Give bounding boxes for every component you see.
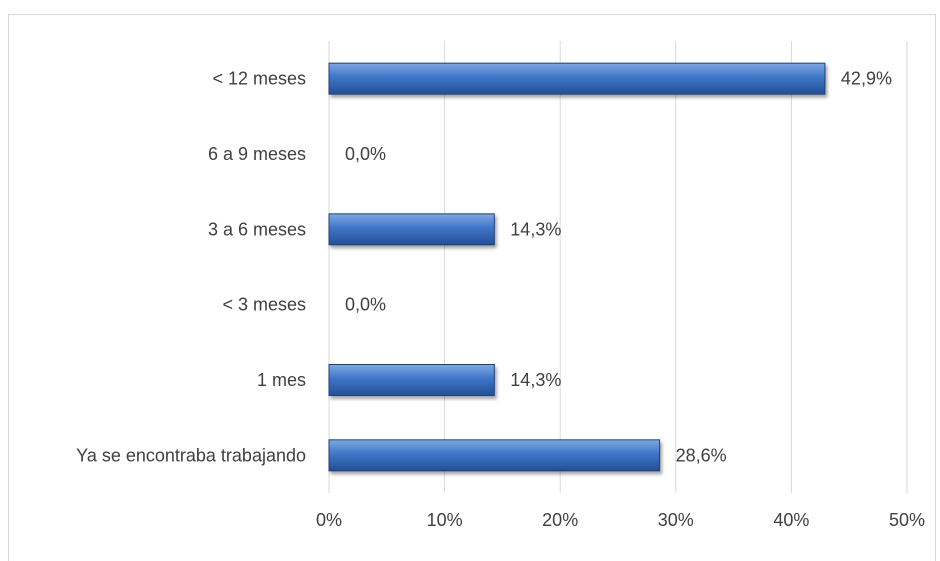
data-label: 0,0% xyxy=(345,144,386,164)
bars xyxy=(328,62,826,472)
data-label: 14,3% xyxy=(510,219,561,239)
bar xyxy=(328,364,495,396)
bar xyxy=(328,439,661,472)
x-tick-label: 40% xyxy=(773,510,809,530)
category-label: < 12 meses xyxy=(212,69,306,89)
category-label: < 3 meses xyxy=(222,295,306,315)
data-label: 42,9% xyxy=(841,69,892,89)
category-label: Ya se encontraba trabajando xyxy=(76,445,306,465)
x-tick-label: 30% xyxy=(658,510,694,530)
x-tick-label: 0% xyxy=(316,510,342,530)
x-tick-label: 50% xyxy=(889,510,925,530)
data-label: 28,6% xyxy=(676,445,727,465)
x-tick-label: 10% xyxy=(427,510,463,530)
chart-frame xyxy=(8,14,936,561)
category-label: 3 a 6 meses xyxy=(208,219,306,239)
category-label: 1 mes xyxy=(257,370,306,390)
x-tick-label: 20% xyxy=(542,510,578,530)
bar xyxy=(328,62,826,95)
bar xyxy=(328,213,495,246)
labels: 0% 10% 20% 30% 40% 50% < 12 meses 42,9% 6 a 9 me… xyxy=(76,69,925,530)
data-label: 14,3% xyxy=(510,370,561,390)
gridlines xyxy=(444,41,908,493)
data-label: 0,0% xyxy=(345,295,386,315)
category-label: 6 a 9 meses xyxy=(208,144,306,164)
